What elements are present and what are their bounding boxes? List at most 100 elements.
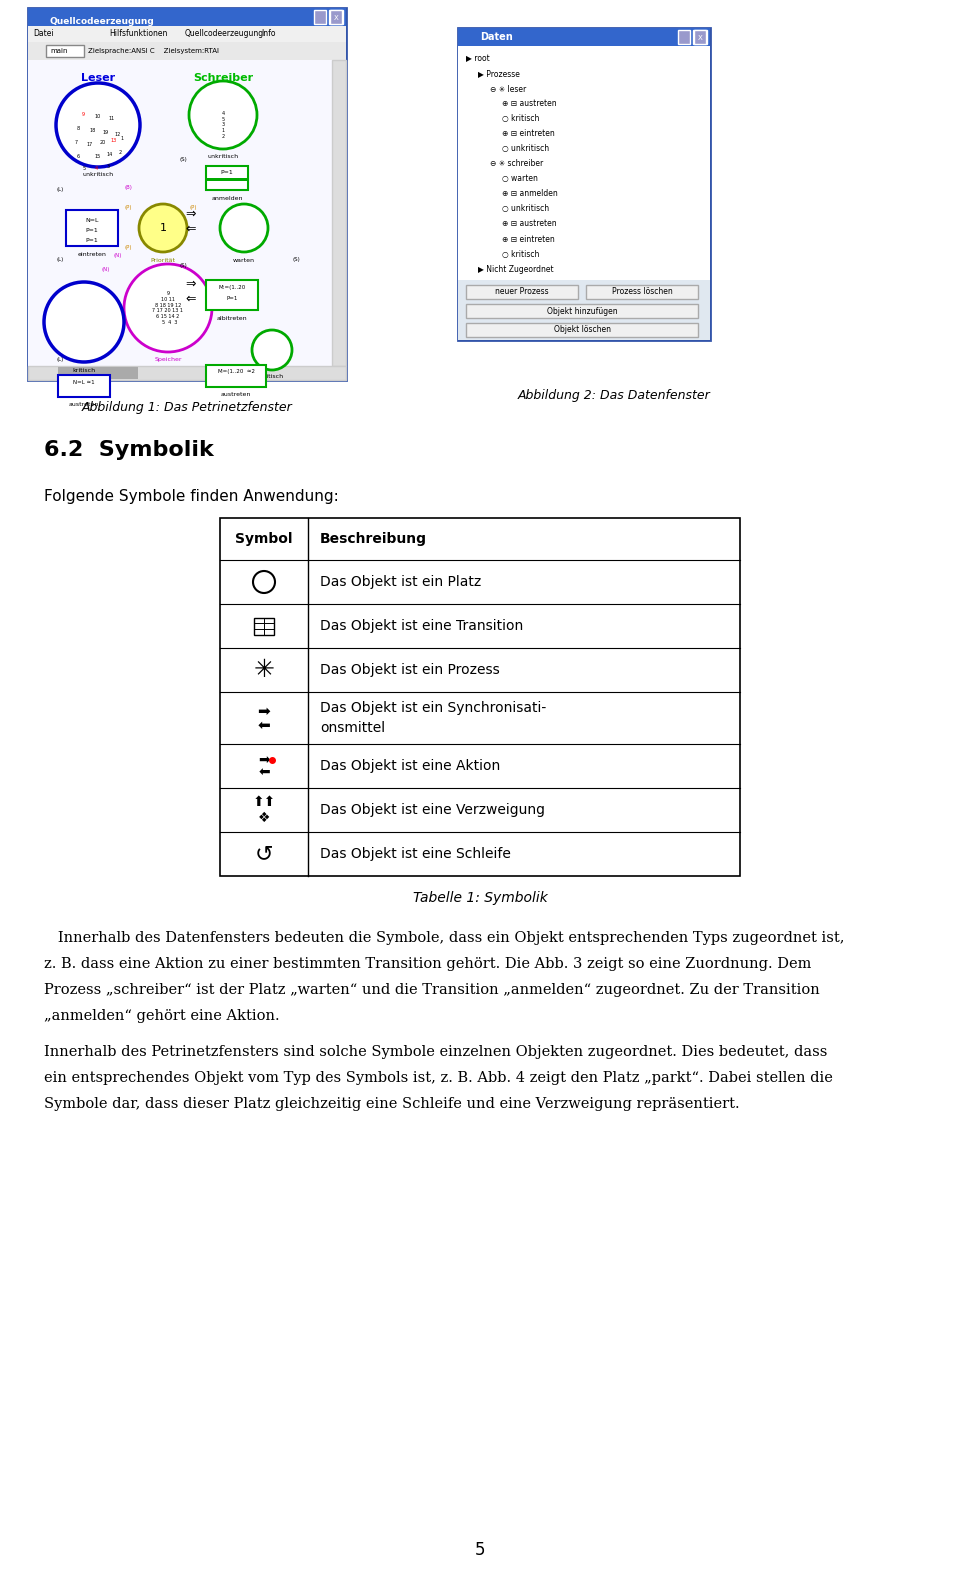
Text: warten: warten bbox=[233, 258, 255, 263]
Bar bbox=[46, 46, 84, 57]
Text: unkritisch: unkritisch bbox=[83, 173, 113, 178]
Text: ⇒
⇐: ⇒ ⇐ bbox=[185, 208, 196, 236]
Bar bbox=[314, 9, 326, 24]
Text: Symbole dar, dass dieser Platz gleichzeitig eine Schleife und eine Verzweigung r: Symbole dar, dass dieser Platz gleichzei… bbox=[44, 1097, 739, 1111]
Bar bbox=[28, 27, 346, 42]
Text: neuer Prozess: neuer Prozess bbox=[495, 288, 549, 297]
Text: ⬅: ⬅ bbox=[258, 766, 270, 780]
Text: (N): (N) bbox=[114, 253, 122, 258]
Text: ➡: ➡ bbox=[257, 704, 271, 718]
Text: ○ warten: ○ warten bbox=[502, 174, 538, 184]
Circle shape bbox=[252, 330, 292, 369]
Text: Symbol: Symbol bbox=[235, 531, 293, 545]
Circle shape bbox=[56, 83, 140, 167]
Text: austreten: austreten bbox=[69, 402, 99, 407]
Text: ⬅: ⬅ bbox=[257, 717, 271, 733]
Text: 7: 7 bbox=[75, 140, 78, 146]
Text: M:=(1..20: M:=(1..20 bbox=[218, 286, 246, 291]
Bar bbox=[693, 30, 707, 44]
Text: Abbildung 2: Das Datenfenster: Abbildung 2: Das Datenfenster bbox=[517, 388, 710, 401]
Text: main: main bbox=[50, 49, 67, 53]
Text: ⬆⬆
❖: ⬆⬆ ❖ bbox=[252, 795, 276, 825]
Text: 15: 15 bbox=[95, 154, 101, 159]
Text: Folgende Symbole finden Anwendung:: Folgende Symbole finden Anwendung: bbox=[44, 489, 339, 503]
Bar bbox=[586, 285, 698, 299]
Text: ⊕ ⊟ eintreten: ⊕ ⊟ eintreten bbox=[502, 234, 555, 244]
Text: anmelden: anmelden bbox=[211, 195, 243, 201]
Text: Schreiber: Schreiber bbox=[193, 72, 253, 83]
Text: 12: 12 bbox=[115, 132, 121, 137]
Text: austreten: austreten bbox=[221, 393, 252, 398]
Text: ○ unkritisch: ○ unkritisch bbox=[502, 145, 549, 154]
Text: Das Objekt ist ein Synchronisati-: Das Objekt ist ein Synchronisati- bbox=[320, 701, 546, 715]
Bar bbox=[28, 366, 346, 380]
Text: ein entsprechendes Objekt vom Typ des Symbols ist, z. B. Abb. 4 zeigt den Platz : ein entsprechendes Objekt vom Typ des Sy… bbox=[44, 1071, 833, 1085]
Text: albitreten: albitreten bbox=[217, 316, 248, 321]
Text: 2: 2 bbox=[118, 151, 122, 156]
Text: „anmelden“ gehört eine Aktion.: „anmelden“ gehört eine Aktion. bbox=[44, 1009, 279, 1023]
Bar bbox=[254, 618, 274, 635]
Bar bbox=[678, 30, 690, 44]
Bar bbox=[694, 30, 706, 44]
Text: Datei: Datei bbox=[33, 30, 54, 38]
Text: (L): (L) bbox=[57, 187, 63, 192]
Bar bbox=[28, 60, 332, 366]
Text: Speicher: Speicher bbox=[155, 357, 181, 363]
Circle shape bbox=[44, 281, 124, 362]
Text: (N): (N) bbox=[102, 267, 110, 272]
Bar bbox=[58, 366, 138, 379]
Text: ⊕ ⊟ anmelden: ⊕ ⊟ anmelden bbox=[502, 190, 558, 198]
Bar bbox=[206, 178, 248, 181]
Text: (P): (P) bbox=[124, 245, 132, 250]
Text: Das Objekt ist ein Prozess: Das Objekt ist ein Prozess bbox=[320, 663, 500, 678]
Bar bbox=[28, 8, 346, 27]
Text: 9
10 11
8 18 19 12
7 17 20 13 1
6 15 14 2
  5  4  3: 9 10 11 8 18 19 12 7 17 20 13 1 6 15 14 … bbox=[153, 291, 183, 325]
Text: M=(1..20  ≈2: M=(1..20 ≈2 bbox=[218, 369, 254, 374]
Bar bbox=[458, 280, 710, 340]
Text: Das Objekt ist eine Verzweigung: Das Objekt ist eine Verzweigung bbox=[320, 803, 545, 817]
Text: 5: 5 bbox=[83, 167, 85, 171]
Text: Das Objekt ist eine Transition: Das Objekt ist eine Transition bbox=[320, 619, 523, 634]
Text: Zielsprache:ANSI C    Zielsystem:RTAI: Zielsprache:ANSI C Zielsystem:RTAI bbox=[88, 49, 219, 53]
Bar bbox=[458, 28, 710, 340]
Bar bbox=[206, 280, 258, 310]
Text: Objekt hinzufügen: Objekt hinzufügen bbox=[546, 307, 617, 316]
Text: (S): (S) bbox=[180, 157, 187, 162]
Text: 4
5
3
1
2: 4 5 3 1 2 bbox=[222, 112, 225, 138]
Bar bbox=[466, 285, 578, 299]
Text: Quellcodeerzeugung: Quellcodeerzeugung bbox=[50, 16, 155, 25]
Bar bbox=[329, 9, 343, 24]
Text: 13: 13 bbox=[110, 138, 117, 143]
Text: ▶ Nicht Zugeordnet: ▶ Nicht Zugeordnet bbox=[478, 264, 554, 274]
Bar bbox=[206, 167, 248, 190]
Text: 3: 3 bbox=[107, 165, 109, 170]
Text: ○ kritisch: ○ kritisch bbox=[502, 115, 540, 124]
Text: Innerhalb des Datenfensters bedeuten die Symbole, dass ein Objekt entsprechenden: Innerhalb des Datenfensters bedeuten die… bbox=[44, 931, 845, 945]
Circle shape bbox=[220, 204, 268, 252]
Bar bbox=[330, 9, 342, 24]
Text: Leser: Leser bbox=[81, 72, 115, 83]
Text: 8: 8 bbox=[77, 126, 80, 132]
Text: Objekt löschen: Objekt löschen bbox=[554, 325, 611, 335]
Text: Das Objekt ist eine Aktion: Das Objekt ist eine Aktion bbox=[320, 759, 500, 773]
Text: Innerhalb des Petrinetzfensters sind solche Symbole einzelnen Objekten zugeordne: Innerhalb des Petrinetzfensters sind sol… bbox=[44, 1045, 828, 1060]
Text: Das Objekt ist eine Schleife: Das Objekt ist eine Schleife bbox=[320, 847, 511, 861]
Text: P=1: P=1 bbox=[85, 237, 98, 242]
Text: (S): (S) bbox=[292, 258, 300, 263]
Text: ➡: ➡ bbox=[258, 753, 270, 767]
Text: P=1: P=1 bbox=[221, 170, 233, 174]
Bar bbox=[206, 365, 266, 387]
Text: ✳: ✳ bbox=[253, 659, 275, 682]
Text: Abbildung 1: Das Petrinetzfenster: Abbildung 1: Das Petrinetzfenster bbox=[82, 401, 293, 415]
Text: ⊖ ✳ leser: ⊖ ✳ leser bbox=[490, 85, 526, 93]
Text: kritisch: kritisch bbox=[260, 374, 283, 379]
Text: N=L ≈1: N=L ≈1 bbox=[73, 379, 95, 385]
Text: onsmittel: onsmittel bbox=[320, 722, 385, 736]
Circle shape bbox=[189, 82, 257, 149]
Bar bbox=[58, 376, 110, 398]
Text: P=1: P=1 bbox=[85, 228, 98, 233]
Text: ○ unkritisch: ○ unkritisch bbox=[502, 204, 549, 214]
Text: P=1: P=1 bbox=[227, 296, 238, 300]
Circle shape bbox=[253, 571, 275, 593]
Text: unkritisch: unkritisch bbox=[207, 154, 239, 159]
